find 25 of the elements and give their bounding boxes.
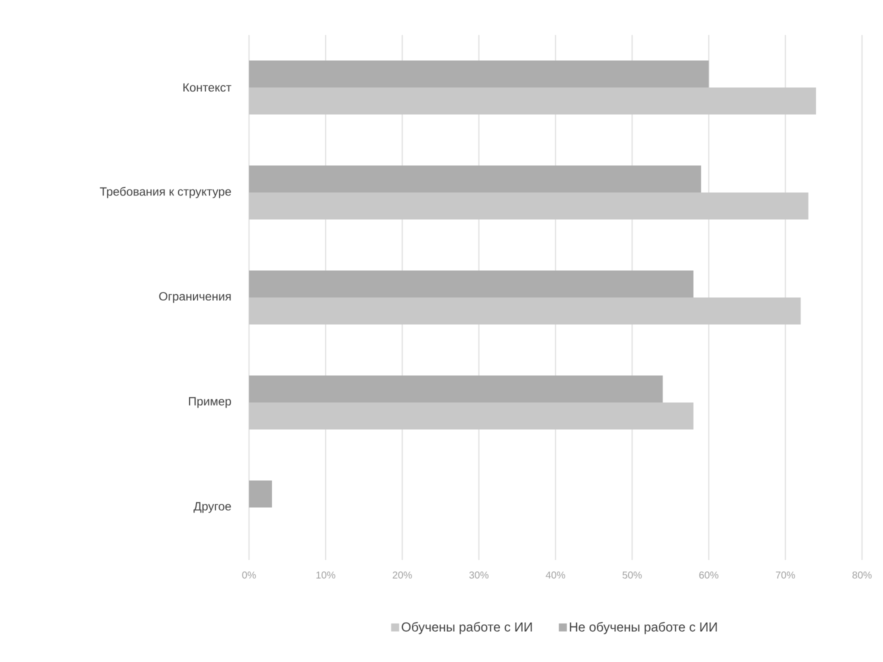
y-tick-label: Требования к структуре: [100, 186, 231, 198]
bar: [249, 480, 272, 508]
y-tick-label: Контекст: [183, 83, 232, 92]
y-tick-label: Пример: [189, 397, 231, 408]
x-tick-label: 50%: [622, 572, 642, 579]
x-tick-label: 70%: [776, 572, 796, 579]
bar: [249, 88, 816, 115]
legend-label: Обучены работе с ИИ: [402, 622, 532, 634]
y-tick-label: Другое: [194, 502, 231, 513]
x-tick-label: 20%: [392, 572, 412, 579]
legend-label: Не обучены работе с ИИ: [570, 622, 717, 634]
x-tick-label: 80%: [852, 572, 872, 579]
bar: [249, 298, 801, 325]
x-tick-label: 40%: [546, 572, 566, 579]
bar: [249, 166, 702, 193]
x-tick-label: 60%: [699, 572, 718, 579]
x-tick-label: 0%: [242, 572, 256, 579]
x-tick-label: 30%: [469, 572, 489, 579]
x-tick-label: 10%: [316, 572, 336, 579]
bar: [249, 376, 663, 403]
y-tick-label: Ограничения: [159, 292, 231, 303]
bar: [249, 60, 709, 88]
bar: [249, 402, 694, 430]
bar: [249, 270, 694, 298]
bar: [249, 192, 808, 220]
